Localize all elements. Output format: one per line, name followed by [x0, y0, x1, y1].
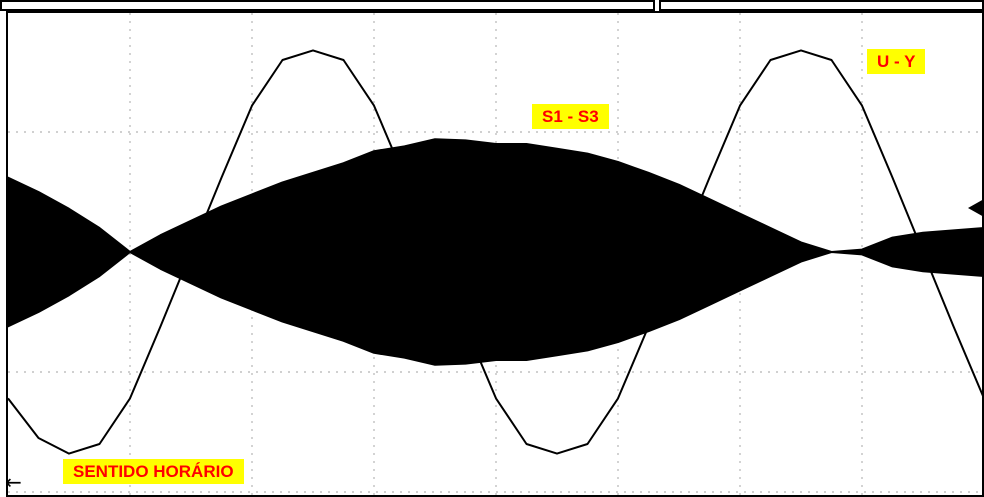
- label-sentido-horario: SENTIDO HORÁRIO: [63, 459, 244, 484]
- arrow-left-icon: ←: [5, 470, 22, 494]
- label-s1-s3: S1 - S3: [532, 104, 609, 129]
- screen-frame: [6, 11, 984, 497]
- series-u-y-line: [7, 49, 984, 455]
- series-s1-s3-envelope: [7, 138, 984, 366]
- label-u-y: U - Y: [867, 49, 926, 74]
- header-box-left: [0, 0, 655, 11]
- header-bar: [0, 0, 984, 11]
- header-box-right: [659, 0, 984, 11]
- series-layer: [7, 49, 984, 455]
- triangle-left-icon: [968, 199, 984, 217]
